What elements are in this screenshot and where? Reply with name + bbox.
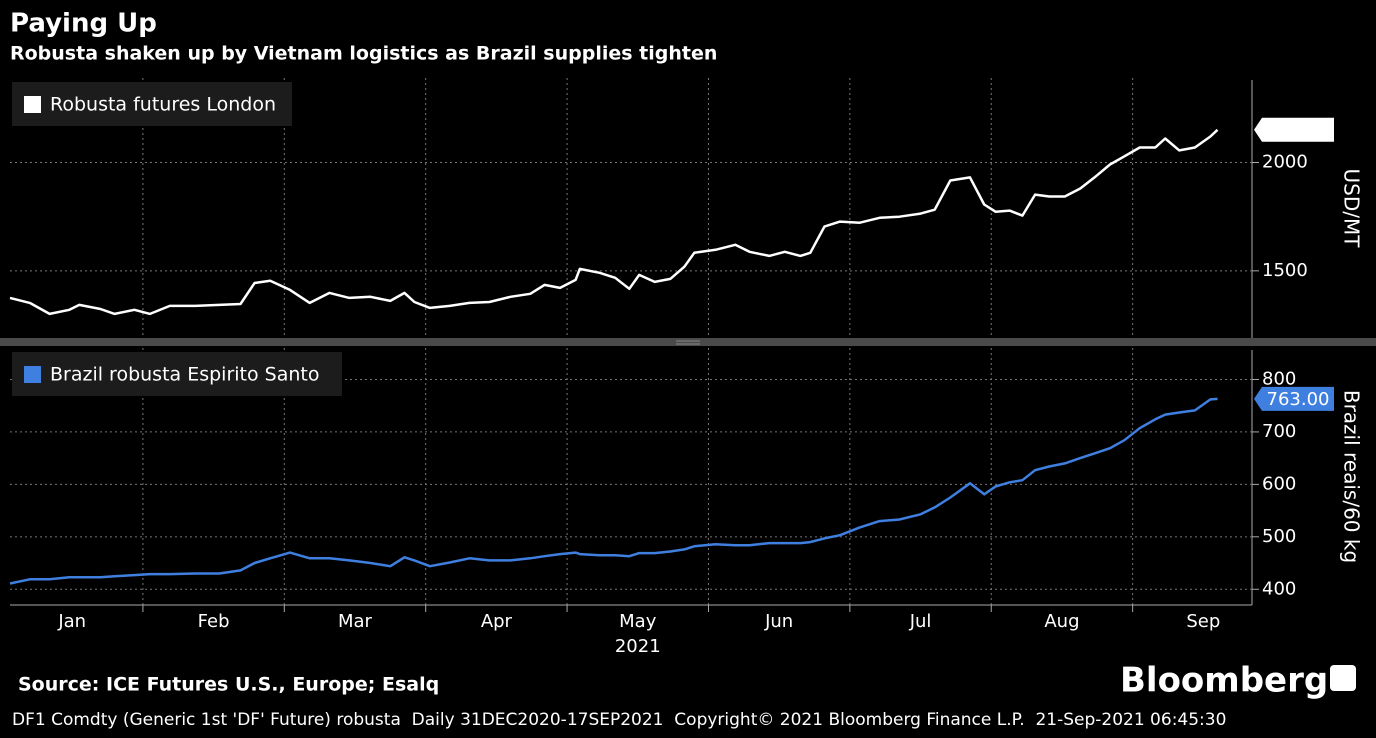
x-tick-label: May xyxy=(619,611,657,632)
y-axis-label: Brazil reais/60 kg xyxy=(1340,390,1364,563)
legend-label: Brazil robusta Espirito Santo xyxy=(50,364,319,386)
x-tick-label: Aug xyxy=(1044,611,1079,632)
legend-swatch xyxy=(24,96,41,113)
y-tick-label: 1500 xyxy=(1262,260,1308,281)
y-axis-label: USD/MT xyxy=(1340,169,1364,249)
y-tick-label: 2000 xyxy=(1262,152,1308,173)
x-tick-label: Apr xyxy=(481,611,513,632)
y-tick-label: 500 xyxy=(1262,526,1296,547)
footer: DF1 Comdty (Generic 1st 'DF' Future) rob… xyxy=(12,710,1226,730)
legend-box xyxy=(12,82,292,126)
x-tick-label: Mar xyxy=(338,611,373,632)
y-tick-label: 400 xyxy=(1262,578,1296,599)
source: Source: ICE Futures U.S., Europe; Esalq xyxy=(18,674,439,696)
x-tick-label: Sep xyxy=(1186,611,1220,632)
brand-icon xyxy=(1330,665,1356,691)
last-value-label: 2151 xyxy=(1275,120,1321,141)
panel-separator xyxy=(0,338,1376,346)
x-tick-label: Jun xyxy=(764,611,793,632)
brand: Bloomberg xyxy=(1120,661,1328,701)
x-tick-label: Feb xyxy=(198,611,230,632)
series-line xyxy=(9,128,1219,316)
y-tick-label: 700 xyxy=(1262,421,1296,442)
legend-box xyxy=(12,352,342,396)
legend-label: Robusta futures London xyxy=(50,94,276,116)
x-tick-label: Jan xyxy=(57,611,86,632)
last-value-tag xyxy=(1254,386,1334,411)
series-line xyxy=(9,397,1218,585)
chart-subtitle: Robusta shaken up by Vietnam logistics a… xyxy=(10,43,717,65)
y-tick-label: 800 xyxy=(1262,368,1296,389)
last-value-label: 763.00 xyxy=(1267,389,1330,410)
chart-title: Paying Up xyxy=(10,9,157,39)
last-value-tag xyxy=(1254,117,1334,142)
x-tick-label: Jul xyxy=(909,611,932,632)
x-axis-label: 2021 xyxy=(615,636,661,657)
y-tick-label: 600 xyxy=(1262,473,1296,494)
legend-swatch xyxy=(24,366,41,383)
